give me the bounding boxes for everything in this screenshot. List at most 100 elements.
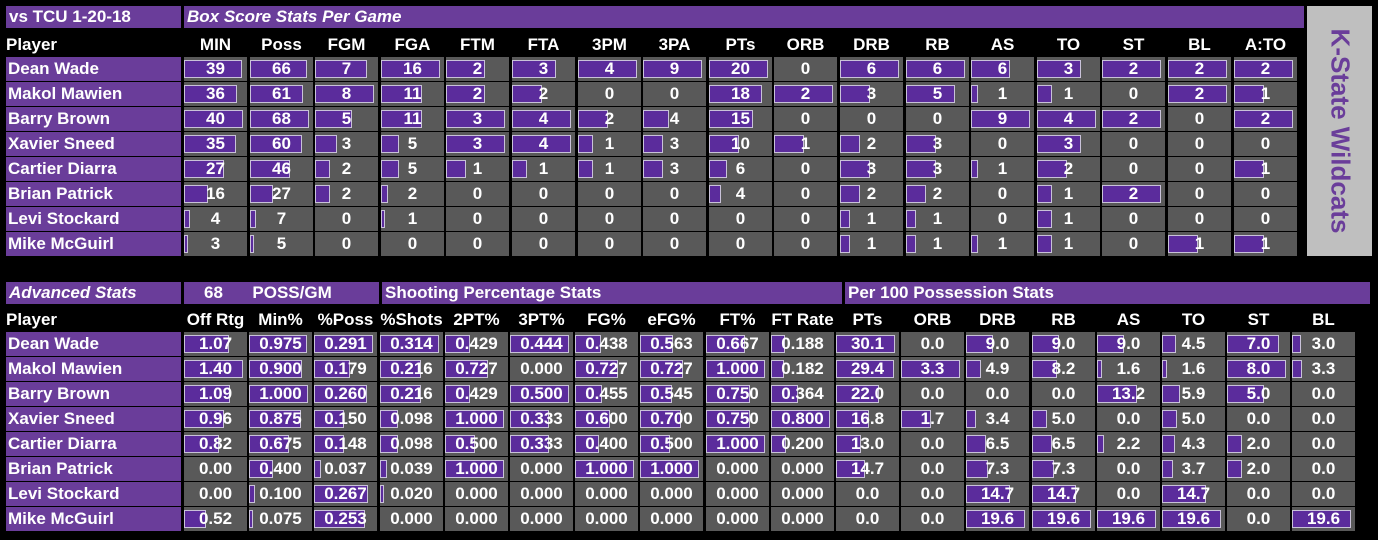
stat-value: 0.0 <box>1311 434 1336 453</box>
stat-value: 0 <box>604 84 615 103</box>
stat-value: 0.00 <box>198 459 233 478</box>
stat-cell-rb: 1 <box>906 232 969 256</box>
data-bar <box>315 185 330 203</box>
stat-value: 0.0 <box>920 434 945 453</box>
stat-value: 15 <box>731 109 750 128</box>
stat-cell-rb: 9.0 <box>1032 332 1095 356</box>
stat-cell-pctposs: 0.260 <box>314 382 377 406</box>
data-bar <box>314 385 367 403</box>
data-bar <box>1032 460 1054 478</box>
stat-value: 0.000 <box>781 509 824 528</box>
stat-cell-2ptpct: 0.727 <box>445 357 508 381</box>
advanced-stats-title: Advanced Stats <box>6 282 181 304</box>
data-bar <box>966 335 993 353</box>
stat-value: 1 <box>1063 84 1074 103</box>
stat-value: 0.291 <box>324 334 367 353</box>
stat-cell-st: 2.0 <box>1227 457 1290 481</box>
data-bar <box>774 135 804 153</box>
stat-value: 3 <box>538 59 549 78</box>
stat-cell-3pa: 0 <box>643 182 706 206</box>
stat-value: 0.455 <box>585 384 628 403</box>
data-bar <box>512 60 556 78</box>
stat-value: 0 <box>735 234 746 253</box>
stat-cell-a-to: 1 <box>1234 232 1297 256</box>
stat-value: 9 <box>997 109 1008 128</box>
data-bar <box>1162 510 1221 528</box>
stat-value: 1 <box>1063 209 1074 228</box>
stat-value: 6 <box>735 159 746 178</box>
stat-value: 0 <box>800 234 811 253</box>
stat-cell-rb: 6 <box>906 57 969 81</box>
stat-value: 0.216 <box>390 384 433 403</box>
stat-cell-fgpct: 1.000 <box>575 457 638 481</box>
data-bar <box>709 185 721 203</box>
data-bar <box>906 210 916 228</box>
stat-cell-efgpct: 0.727 <box>640 357 703 381</box>
stat-cell-rb: 0 <box>906 107 969 131</box>
data-bar <box>1102 60 1161 78</box>
data-bar <box>966 435 986 453</box>
stat-cell-drb: 7.3 <box>966 457 1029 481</box>
stat-cell-fgm: 8 <box>315 82 378 106</box>
data-bar <box>446 85 485 103</box>
data-bar <box>1162 485 1206 503</box>
stat-value: 2 <box>341 184 352 203</box>
data-bar <box>836 385 879 403</box>
stat-cell-as: 0 <box>971 207 1034 231</box>
stat-value: 1 <box>932 209 943 228</box>
stat-cell-orb: 0 <box>774 107 837 131</box>
stat-value: 7 <box>341 59 352 78</box>
stat-value: 2 <box>866 134 877 153</box>
stat-value: 0.444 <box>520 334 563 353</box>
stat-value: 0 <box>800 184 811 203</box>
team-name: K-State Wildcats <box>1325 28 1355 234</box>
stat-value: 0.0 <box>920 384 945 403</box>
stat-cell-to: 1 <box>1037 82 1100 106</box>
stat-value: 1 <box>1260 234 1271 253</box>
stat-value: 0 <box>472 234 483 253</box>
stat-value: 0 <box>800 59 811 78</box>
data-bar <box>445 385 470 403</box>
col-header-3pa: 3PA <box>658 35 691 54</box>
stat-cell-to: 4.5 <box>1162 332 1225 356</box>
stat-value: 3 <box>472 134 483 153</box>
stat-value: 0.500 <box>650 434 693 453</box>
stat-cell-as: 9 <box>971 107 1034 131</box>
stat-value: 0.900 <box>259 359 302 378</box>
data-bar <box>1097 360 1102 378</box>
stat-cell-fta: 3 <box>512 57 575 81</box>
player-name: Barry Brown <box>6 382 181 406</box>
stat-cell-fga: 1 <box>381 207 444 231</box>
stat-cell-3pm: 0 <box>578 232 641 256</box>
stat-cell-rb: 3 <box>906 132 969 156</box>
data-bar <box>836 335 895 353</box>
stat-value: 0 <box>669 84 680 103</box>
stat-cell-3ptpct: 0.000 <box>510 482 573 506</box>
col-header-rb: RB <box>1051 310 1076 329</box>
stat-cell-orb: 0 <box>774 232 837 256</box>
stat-cell-ftpct: 0.000 <box>706 507 769 531</box>
data-bar <box>706 435 765 453</box>
stat-cell-a-to: 2 <box>1234 57 1297 81</box>
data-bar <box>643 135 663 153</box>
stat-value: 0 <box>538 184 549 203</box>
data-bar <box>381 135 399 153</box>
col-header-bl: BL <box>1312 310 1335 329</box>
stat-cell-fgpct: 0.000 <box>575 507 638 531</box>
stat-value: 36 <box>206 84 225 103</box>
stat-cell-drb: 4.9 <box>966 357 1029 381</box>
stat-value: 0.000 <box>716 484 759 503</box>
stat-cell-fta: 0 <box>512 182 575 206</box>
stat-value: 14.7 <box>1176 484 1211 503</box>
stat-value: 6 <box>866 59 877 78</box>
stat-cell-minpct: 1.000 <box>249 382 312 406</box>
data-bar <box>840 135 860 153</box>
stat-value: 5 <box>407 159 418 178</box>
stat-value: 0.0 <box>1311 459 1336 478</box>
stat-cell-2ptpct: 0.429 <box>445 332 508 356</box>
data-bar <box>249 360 302 378</box>
data-bar <box>1227 385 1264 403</box>
stat-cell-to: 4 <box>1037 107 1100 131</box>
stat-cell-rb: 7.3 <box>1032 457 1095 481</box>
stat-cell-st: 8.0 <box>1227 357 1290 381</box>
